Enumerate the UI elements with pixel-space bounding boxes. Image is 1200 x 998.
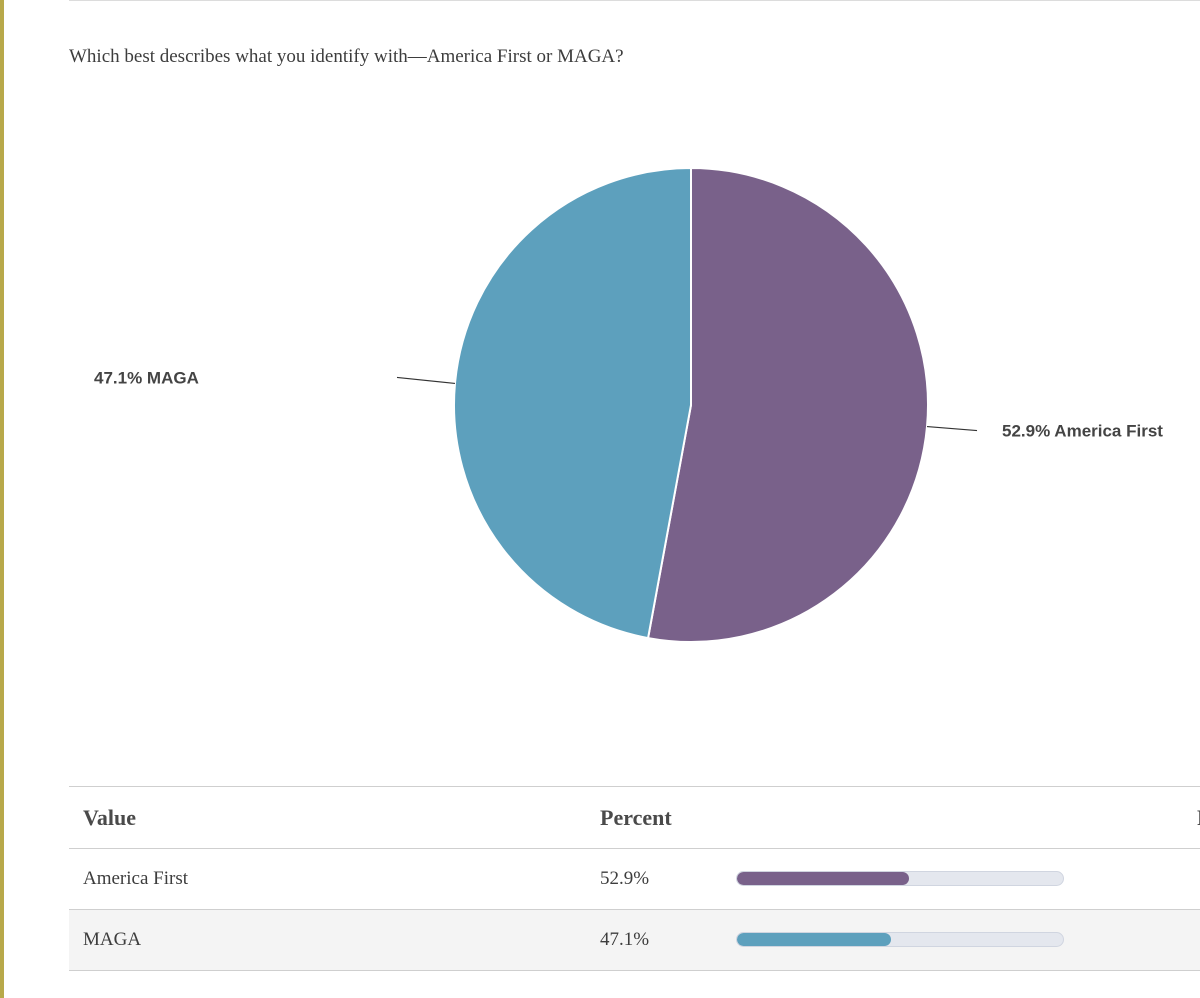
pie-chart: 52.9% America First 47.1% MAGA — [94, 166, 1163, 643]
percent-bar-track — [736, 871, 1064, 886]
top-divider — [69, 0, 1200, 1]
table-row: America First 52.9% — [69, 849, 1200, 910]
row-value: MAGA — [83, 929, 142, 950]
leader-line — [396, 376, 456, 385]
slice-label: 47.1% MAGA — [94, 368, 199, 387]
percent-bar-track — [736, 932, 1064, 947]
row-value: America First — [83, 868, 189, 889]
header-percent[interactable]: Percent — [600, 804, 672, 830]
pie-slice-america-first[interactable] — [646, 166, 929, 643]
leader-line — [926, 425, 978, 432]
pie-slice-maga[interactable] — [453, 166, 692, 640]
percent-bar-fill — [737, 933, 891, 946]
question-title: Which best describes what you identify w… — [69, 46, 624, 67]
header-value[interactable]: Value — [83, 804, 136, 830]
slice-label: 52.9% America First — [1002, 422, 1163, 441]
row-percent: 47.1% — [600, 929, 650, 950]
results-table: Value Percent R America First 52.9% MAGA… — [69, 786, 1200, 971]
row-percent: 52.9% — [600, 868, 650, 889]
left-accent-bar — [0, 0, 4, 998]
table-row: MAGA 47.1% — [69, 910, 1200, 971]
percent-bar-fill — [737, 872, 910, 885]
table-header-row: Value Percent R — [69, 786, 1200, 849]
header-responses[interactable]: R — [1197, 787, 1200, 848]
